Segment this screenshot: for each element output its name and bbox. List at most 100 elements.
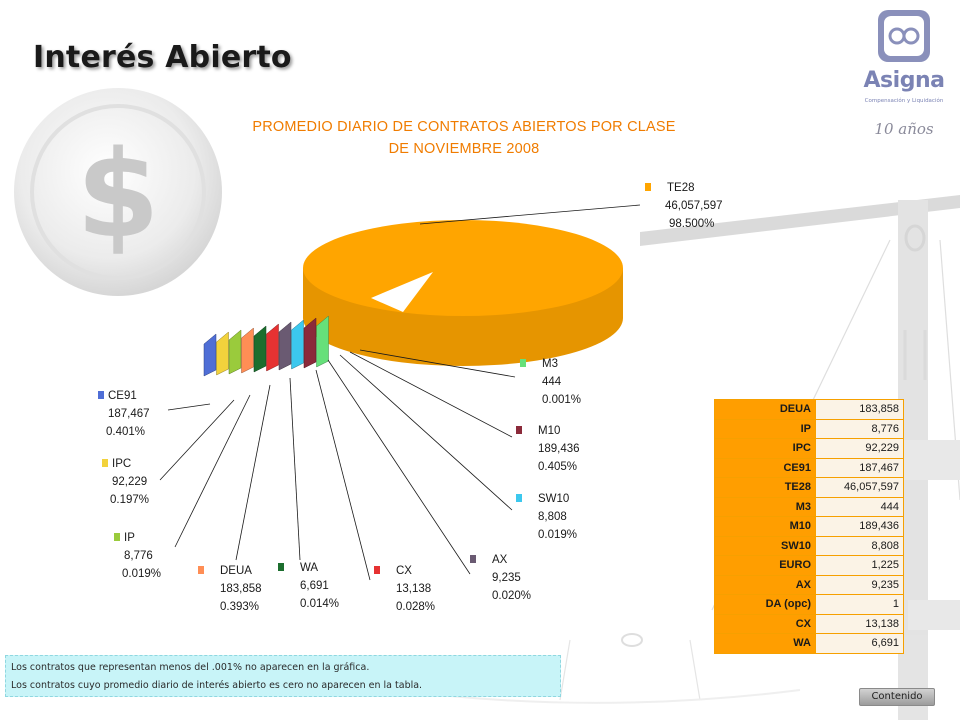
callout-TE28: TE28 46,057,597 98.500% — [645, 182, 723, 230]
callout-M3: M3 444 0.001% — [520, 358, 581, 406]
table-value: 187,467 — [815, 457, 904, 478]
table-row: M10 189,436 — [714, 516, 904, 537]
leader-line-IPC — [159, 399, 235, 481]
callout-name-WA: WA — [300, 562, 318, 574]
callout-IP: IP 8,776 0.019% — [114, 532, 161, 580]
table-row: SW10 8,808 — [714, 535, 904, 556]
dollar-coin-icon: $ — [14, 88, 222, 296]
callout-percent-WA: 0.014% — [300, 598, 339, 610]
table-value: 13,138 — [815, 613, 904, 634]
callout-value-M3: 444 — [542, 376, 562, 388]
table-key: IPC — [714, 438, 816, 459]
table-row: IPC 92,229 — [714, 438, 904, 459]
note-line-1: Los contratos que representan menos del … — [11, 662, 370, 673]
leader-line-DEUA — [235, 384, 271, 561]
table-row: AX 9,235 — [714, 574, 904, 595]
callout-percent-SW10: 0.019% — [538, 529, 577, 541]
pie-slice-IPC — [216, 331, 229, 376]
table-key: M3 — [714, 496, 816, 517]
table-value: 1 — [815, 594, 904, 615]
chart-title-line2: DE NOVIEMBRE 2008 — [388, 141, 540, 157]
pie-slice-SW10 — [291, 319, 304, 370]
table-row: CX 13,138 — [714, 613, 904, 634]
leader-line-CE91 — [167, 403, 211, 411]
table-key: CE91 — [714, 457, 816, 478]
table-value: 92,229 — [815, 438, 904, 459]
leader-line-CX — [315, 369, 371, 581]
logo-tagline: 10 años — [874, 120, 934, 138]
table-row: TE28 46,057,597 — [714, 477, 904, 498]
callout-name-AX: AX — [492, 554, 508, 566]
callout-percent-CX: 0.028% — [396, 601, 435, 613]
table-row: CE91 187,467 — [714, 457, 904, 478]
table-value: 183,858 — [815, 399, 904, 420]
legend-swatch-M3 — [520, 359, 526, 367]
legend-swatch-CE91 — [98, 391, 104, 399]
callout-value-IPC: 92,229 — [112, 476, 147, 488]
pie-slice-M10 — [303, 317, 317, 369]
callout-percent-M10: 0.405% — [538, 461, 577, 473]
callout-value-AX: 9,235 — [492, 572, 521, 584]
logo-subtitle: Compensación y Liquidación — [864, 98, 944, 104]
callout-WA: WA 6,691 0.014% — [278, 562, 339, 610]
callout-name-SW10: SW10 — [538, 493, 569, 505]
callout-percent-CE91: 0.401% — [106, 426, 145, 438]
table-row: DEUA 183,858 — [714, 399, 904, 420]
table-row: WA 6,691 — [714, 633, 904, 654]
table-row: M3 444 — [714, 496, 904, 517]
leader-line-SW10 — [339, 354, 513, 511]
legend-swatch-IP — [114, 533, 120, 541]
callout-value-IP: 8,776 — [124, 550, 153, 562]
callout-AX: AX 9,235 0.020% — [470, 554, 531, 602]
pie-slice-AX — [278, 321, 292, 371]
callout-value-TE28: 46,057,597 — [665, 200, 723, 212]
notes-box: Los contratos que representan menos del … — [5, 655, 561, 697]
table-key: M10 — [714, 516, 816, 537]
table-value: 6,691 — [815, 633, 904, 654]
legend-swatch-IPC — [102, 459, 108, 467]
leader-line-M10 — [349, 351, 513, 438]
pie-slice-IP — [228, 329, 242, 375]
asigna-logo: Asigna Compensación y Liquidación 10 año… — [858, 6, 950, 152]
callout-SW10: SW10 8,808 0.019% — [516, 493, 577, 541]
table-key: TE28 — [714, 477, 816, 498]
legend-swatch-TE28 — [645, 183, 651, 191]
callout-IPC: IPC 92,229 0.197% — [102, 458, 149, 506]
table-value: 444 — [815, 496, 904, 517]
table-value: 46,057,597 — [815, 477, 904, 498]
table-key: EURO — [714, 555, 816, 576]
callout-name-DEUA: DEUA — [220, 565, 252, 577]
callout-percent-IPC: 0.197% — [110, 494, 149, 506]
pie-cut — [371, 272, 433, 312]
note-line-2: Los contratos cuyo promedio diario de in… — [11, 680, 423, 691]
table-row: EURO 1,225 — [714, 555, 904, 576]
legend-swatch-M10 — [516, 426, 522, 434]
callout-name-CX: CX — [396, 565, 412, 577]
legend-swatch-AX — [470, 555, 476, 563]
callout-DEUA: DEUA 183,858 0.393% — [198, 565, 262, 613]
table-value: 189,436 — [815, 516, 904, 537]
callout-value-DEUA: 183,858 — [220, 583, 262, 595]
table-key: AX — [714, 574, 816, 595]
logo-emblem-icon — [878, 10, 930, 62]
table-key: SW10 — [714, 535, 816, 556]
table-key: DA (opc) — [714, 594, 816, 615]
page-title: Interés Abierto — [33, 40, 292, 75]
table-row: DA (opc) 1 — [714, 594, 904, 615]
chart-title: PROMEDIO DIARIO DE CONTRATOS ABIERTOS PO… — [240, 116, 688, 160]
table-value: 9,235 — [815, 574, 904, 595]
callout-M10: M10 189,436 0.405% — [516, 425, 580, 473]
table-row: IP 8,776 — [714, 418, 904, 439]
table-key: DEUA — [714, 399, 816, 420]
table-value: 1,225 — [815, 555, 904, 576]
contenido-button[interactable]: Contenido — [859, 688, 935, 706]
callout-value-SW10: 8,808 — [538, 511, 567, 523]
callout-percent-AX: 0.020% — [492, 590, 531, 602]
contracts-table: DEUA 183,858 IP 8,776 IPC 92,229 CE91 187,467 TE… — [714, 399, 904, 654]
leader-line-IP — [174, 394, 251, 548]
callout-name-IP: IP — [124, 532, 135, 544]
callout-CX: CX 13,138 0.028% — [374, 565, 435, 613]
callout-percent-IP: 0.019% — [122, 568, 161, 580]
leader-line-WA — [289, 377, 301, 561]
